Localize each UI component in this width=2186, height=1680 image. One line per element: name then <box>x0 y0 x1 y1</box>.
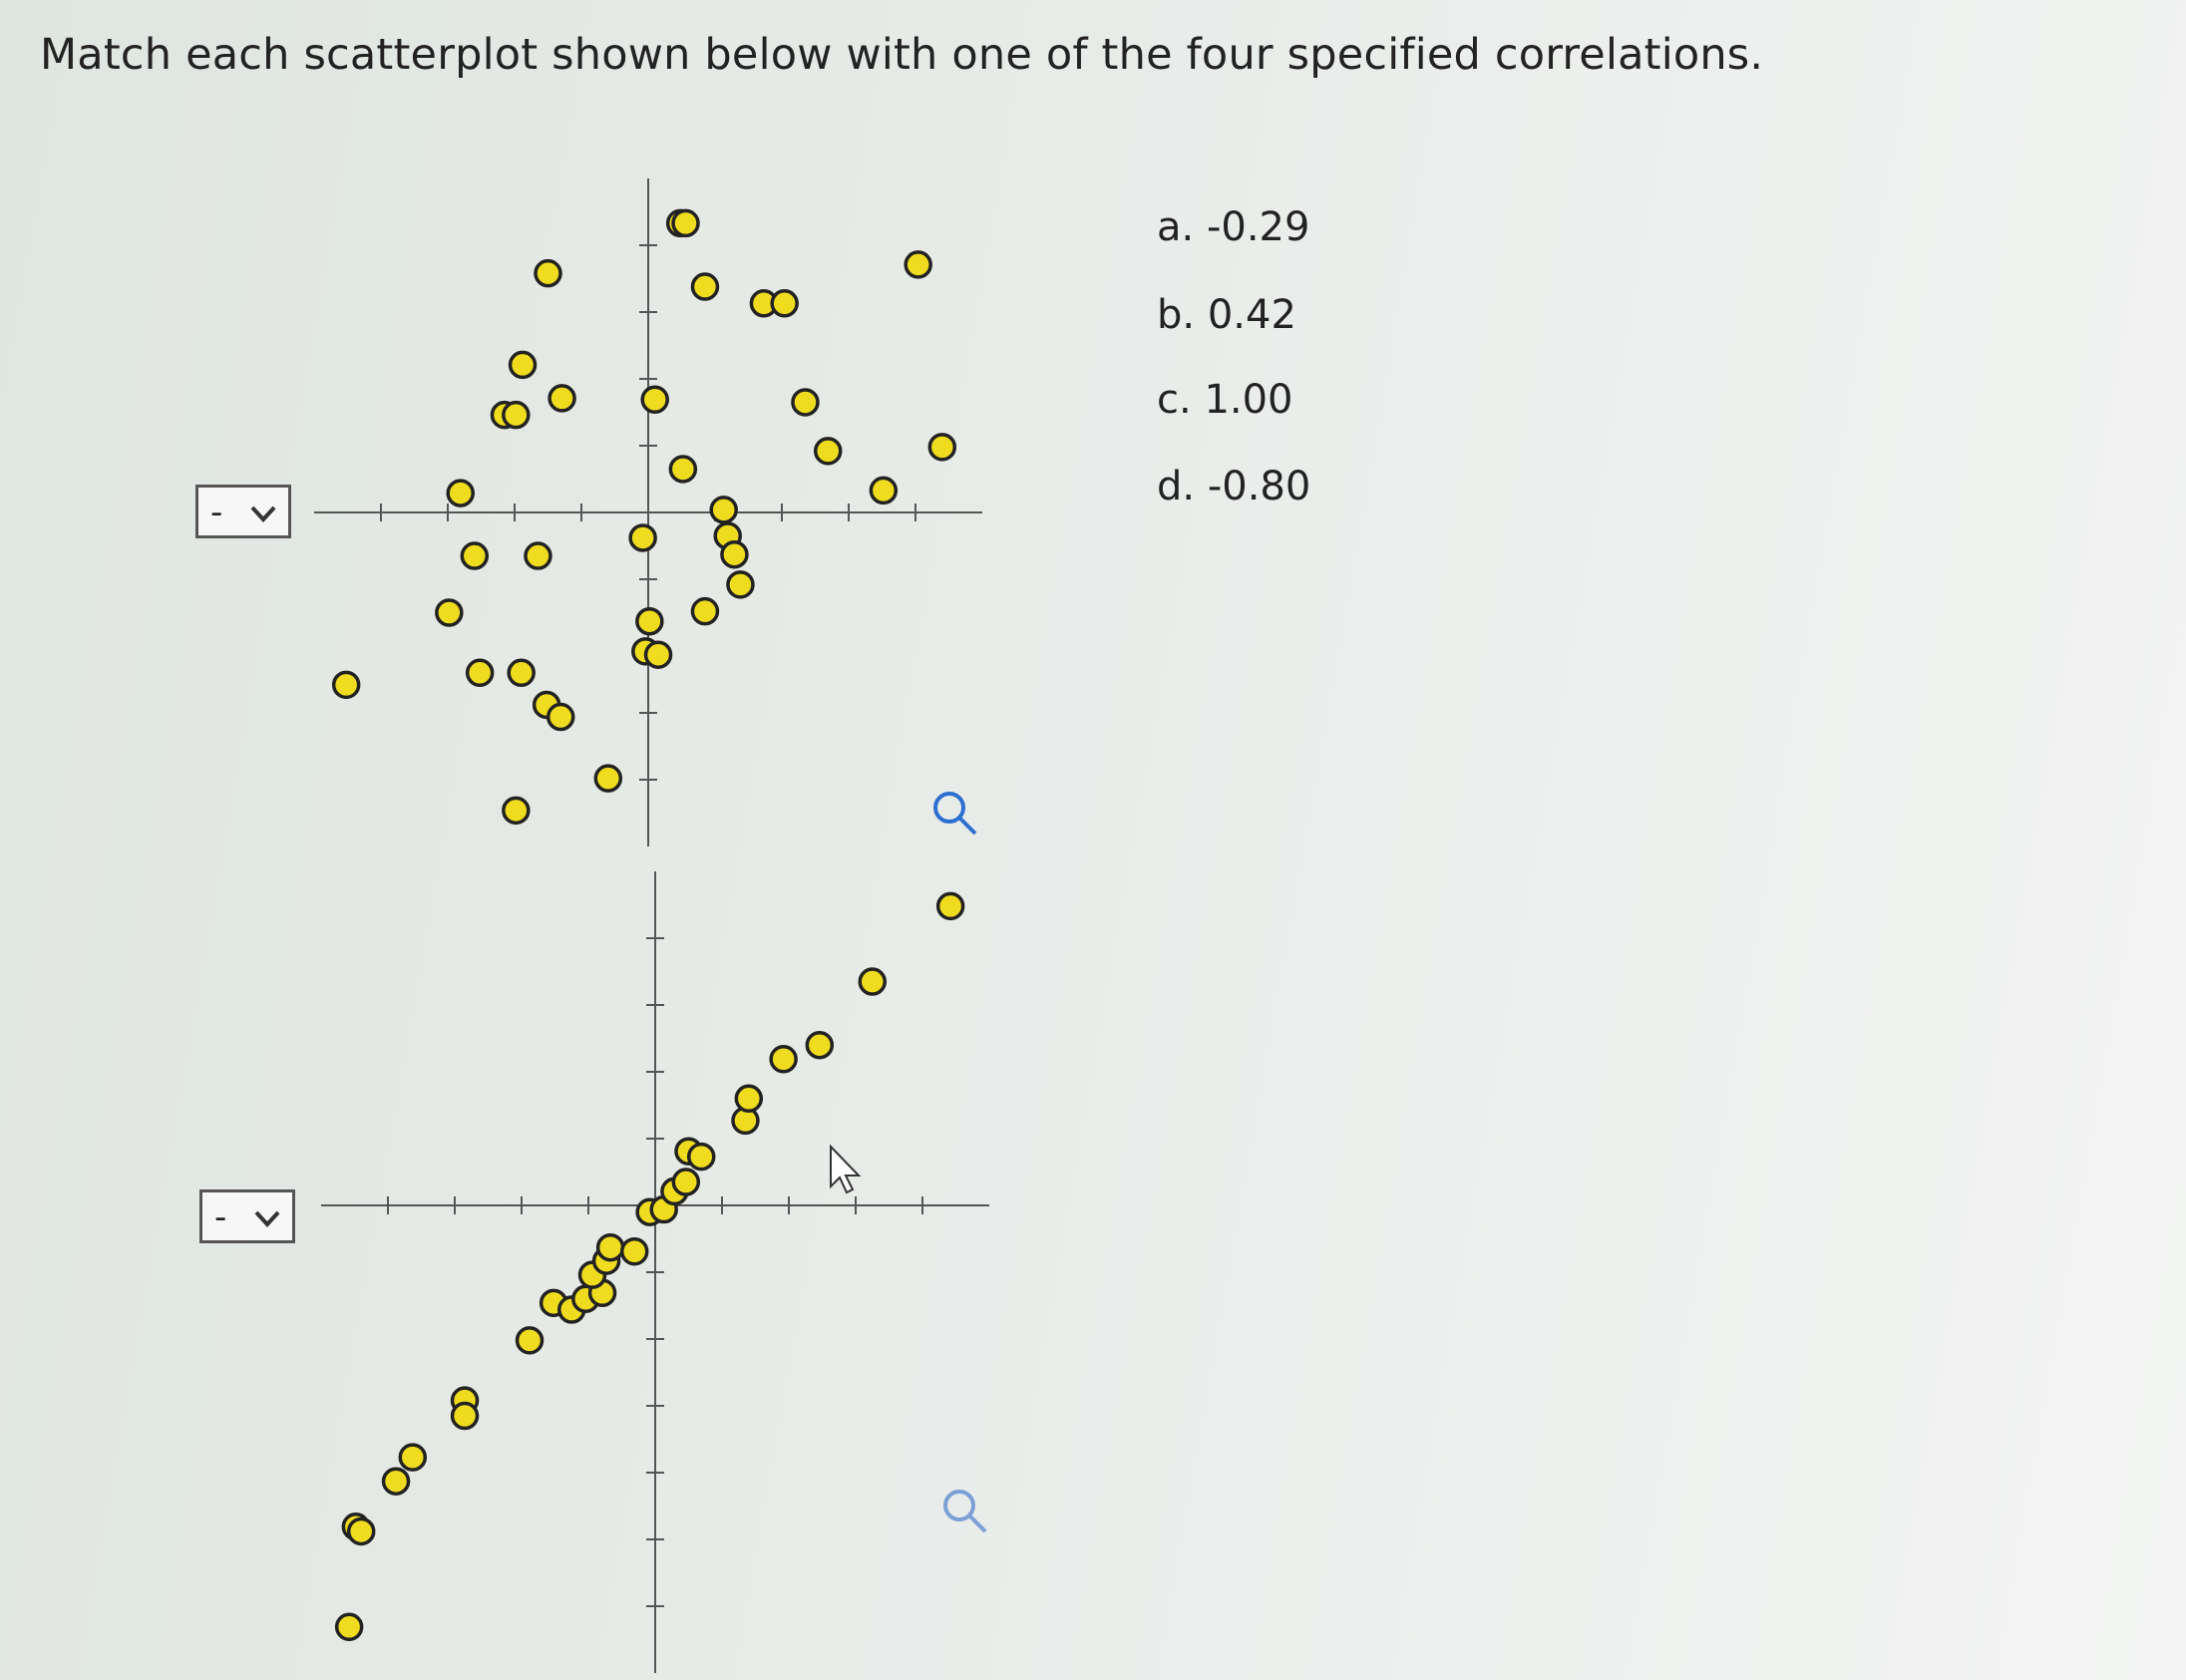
data-point <box>460 541 490 570</box>
data-point <box>671 1168 701 1196</box>
data-point <box>546 702 575 732</box>
data-point <box>515 1326 545 1355</box>
data-point <box>331 670 361 700</box>
data-point <box>686 1142 716 1172</box>
option-value: 0.42 <box>1207 292 1296 338</box>
data-point <box>726 570 755 599</box>
data-point <box>769 1045 798 1074</box>
data-point <box>593 764 623 793</box>
option-value: -0.80 <box>1207 464 1311 509</box>
option: a. -0.29 <box>1157 204 1309 250</box>
question-title: Match each scatterplot shown below with … <box>40 30 1764 80</box>
data-point <box>502 400 531 430</box>
data-point <box>690 272 720 301</box>
option-value: -0.29 <box>1206 204 1310 250</box>
data-point <box>709 496 738 524</box>
option: d. -0.80 <box>1157 464 1310 509</box>
data-point <box>450 1401 480 1431</box>
data-point <box>547 384 576 413</box>
data-point <box>643 640 673 669</box>
data-point <box>690 596 720 626</box>
data-point <box>635 606 664 636</box>
data-point <box>904 250 932 279</box>
data-point <box>508 350 538 380</box>
zoom-icon[interactable] <box>943 1490 987 1533</box>
dropdown-value: - <box>210 493 223 532</box>
option: b. 0.42 <box>1157 292 1296 338</box>
data-point <box>640 385 669 415</box>
data-point <box>734 1084 764 1114</box>
data-point <box>446 479 475 507</box>
data-point <box>791 388 820 417</box>
option-letter: c. <box>1157 377 1192 423</box>
data-point <box>869 476 899 505</box>
data-point <box>502 796 531 826</box>
option-letter: b. <box>1157 292 1196 338</box>
option-value: 1.00 <box>1204 377 1293 423</box>
option-letter: d. <box>1157 464 1196 509</box>
data-point <box>381 1467 411 1496</box>
chevron <box>250 505 276 522</box>
option-letter: a. <box>1157 204 1195 250</box>
data-point <box>805 1030 835 1060</box>
correlation-dropdown[interactable]: - <box>195 485 291 538</box>
data-point <box>465 658 495 688</box>
data-point <box>770 289 799 318</box>
data-point <box>334 1612 364 1642</box>
data-point <box>927 433 957 462</box>
correlation-dropdown[interactable]: - <box>199 1189 295 1243</box>
data-point <box>628 523 657 552</box>
option: c. 1.00 <box>1157 377 1293 423</box>
data-point <box>935 891 965 921</box>
data-point <box>671 208 700 238</box>
data-point <box>595 1232 625 1262</box>
data-point <box>346 1516 376 1546</box>
data-point <box>668 455 698 484</box>
data-point <box>524 541 552 570</box>
data-point <box>398 1443 428 1472</box>
dropdown-value: - <box>214 1197 227 1237</box>
cursor <box>830 1144 862 1194</box>
data-point <box>813 437 843 466</box>
data-point <box>507 658 536 688</box>
zoom-icon[interactable] <box>933 792 977 836</box>
data-point <box>720 539 749 569</box>
data-point <box>435 598 464 627</box>
data-point <box>619 1236 649 1266</box>
chevron <box>254 1210 280 1227</box>
data-point <box>534 258 562 288</box>
data-point <box>858 967 887 996</box>
